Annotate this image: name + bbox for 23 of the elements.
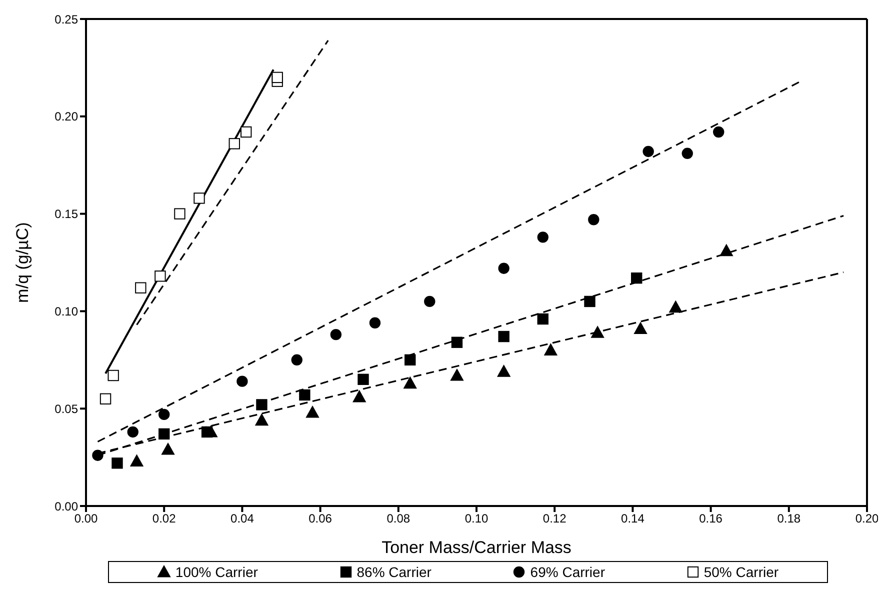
x-tick-label: 0.14 bbox=[621, 512, 645, 526]
x-tick-label: 0.04 bbox=[230, 512, 254, 526]
x-tick-label: 0.10 bbox=[464, 512, 488, 526]
x-axis-title: Toner Mass/Carrier Mass bbox=[382, 538, 572, 557]
x-tick-label: 0.18 bbox=[777, 512, 801, 526]
x-tick-label: 0.06 bbox=[308, 512, 332, 526]
y-tick-label: 0.25 bbox=[54, 12, 78, 26]
legend-label: 50% Carrier bbox=[704, 564, 779, 580]
y-tick-label: 0.00 bbox=[54, 499, 78, 514]
x-tick-label: 0.00 bbox=[74, 512, 98, 526]
x-tick-label: 0.08 bbox=[386, 512, 410, 526]
legend-label: 100% Carrier bbox=[175, 564, 258, 580]
x-tick-label: 0.20 bbox=[855, 512, 879, 526]
x-tick-label: 0.02 bbox=[152, 512, 176, 526]
legend-label: 69% Carrier bbox=[530, 564, 605, 580]
x-tick-label: 0.12 bbox=[542, 512, 567, 526]
x-tick-label: 0.16 bbox=[699, 512, 723, 526]
y-tick-label: 0.05 bbox=[54, 402, 78, 416]
y-axis-title: m/q (g/µC) bbox=[13, 222, 32, 303]
y-tick-label: 0.15 bbox=[54, 207, 78, 222]
y-tick-label: 0.10 bbox=[54, 304, 78, 318]
y-tick-label: 0.20 bbox=[54, 110, 78, 124]
legend-label: 86% Carrier bbox=[356, 564, 432, 580]
